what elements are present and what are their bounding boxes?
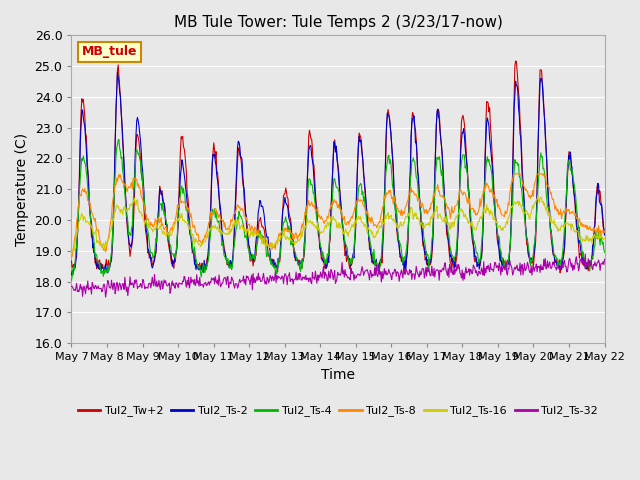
Y-axis label: Temperature (C): Temperature (C) bbox=[15, 132, 29, 246]
Title: MB Tule Tower: Tule Temps 2 (3/23/17-now): MB Tule Tower: Tule Temps 2 (3/23/17-now… bbox=[173, 15, 502, 30]
X-axis label: Time: Time bbox=[321, 368, 355, 382]
Legend: Tul2_Tw+2, Tul2_Ts-2, Tul2_Ts-4, Tul2_Ts-8, Tul2_Ts-16, Tul2_Ts-32: Tul2_Tw+2, Tul2_Ts-2, Tul2_Ts-4, Tul2_Ts… bbox=[74, 401, 602, 421]
Text: MB_tule: MB_tule bbox=[82, 45, 138, 59]
